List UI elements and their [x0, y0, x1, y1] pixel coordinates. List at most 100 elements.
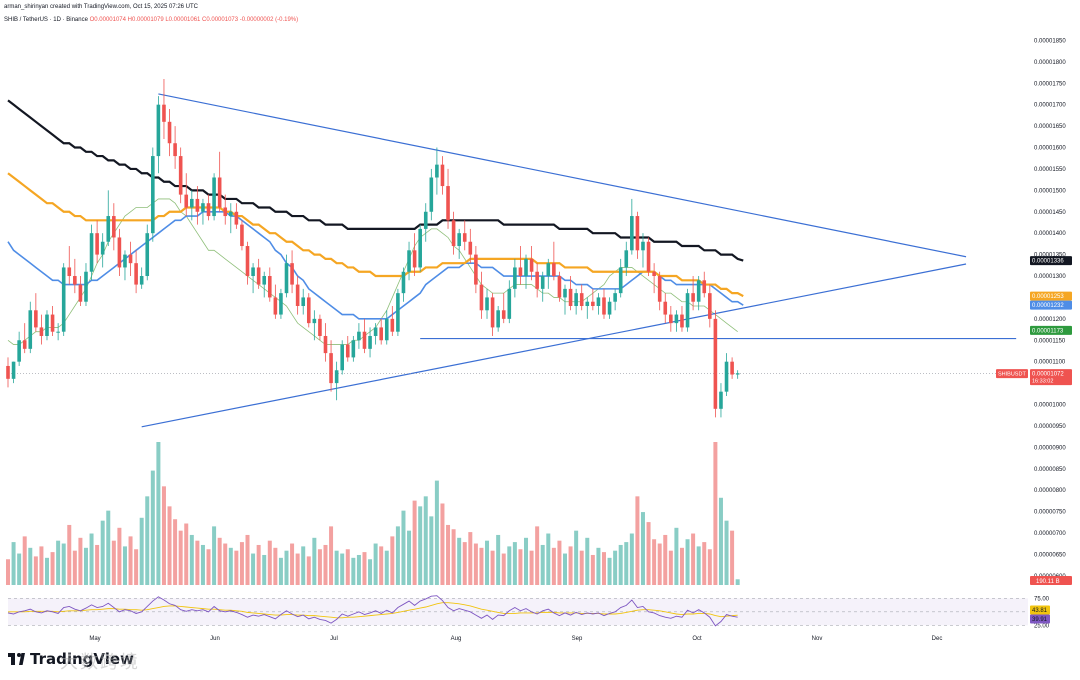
volume-bar [529, 550, 534, 585]
volume-bar [535, 526, 540, 585]
volume-bar [713, 442, 718, 585]
volume-bar [11, 542, 16, 585]
volume-bar [95, 544, 100, 585]
price-label-text: 0.00001253 [1032, 294, 1064, 300]
candle-body [407, 250, 411, 272]
volume-bar [217, 537, 222, 585]
candle-body [708, 293, 712, 319]
volume-bar [72, 550, 77, 585]
candle-body [28, 310, 33, 349]
candle-body [50, 314, 55, 332]
volume-bar [139, 517, 144, 585]
y-tick-label: 0.00001700 [1034, 103, 1066, 109]
candle-body [67, 267, 72, 277]
x-tick-label: Sep [572, 636, 583, 642]
candle-body [474, 254, 478, 285]
brand-name: TradingView [30, 650, 134, 668]
volume-bar [134, 549, 139, 585]
volume-bar [206, 549, 211, 585]
y-tick-label: 0.00001450 [1034, 210, 1066, 216]
rsi-line [7, 595, 738, 627]
volume-bar [267, 540, 272, 585]
volume-bar [290, 543, 295, 585]
candle-body [446, 186, 450, 221]
y-tick-label: 0.00000750 [1034, 510, 1066, 516]
price-label-text: 0.00001173 [1032, 328, 1064, 334]
candle-body [295, 284, 300, 306]
candle-body [345, 344, 350, 358]
volume-bar [128, 536, 133, 585]
volume-bar [418, 506, 423, 585]
candle-body [435, 164, 439, 178]
candle-body [540, 276, 545, 289]
volume-bar [390, 536, 395, 585]
volume-bar [395, 526, 400, 585]
y-tick-label: 0.00000800 [1034, 488, 1066, 494]
volume-bar [724, 520, 729, 585]
rsi-tick-label: 75.00 [1034, 596, 1050, 602]
x-tick-label: Aug [451, 636, 462, 642]
volume-bar [663, 534, 668, 585]
candle-body [440, 164, 445, 187]
candle-body [312, 318, 317, 324]
candle-body [529, 258, 534, 272]
candle-body [256, 267, 261, 285]
volume-bar [607, 557, 612, 585]
volume-bar [334, 550, 339, 585]
countdown-timer: 16:33:02 [1032, 379, 1053, 385]
price-label-box [1030, 325, 1072, 335]
candle-body [167, 121, 172, 144]
volume-bar [295, 553, 300, 585]
symbol-tag-box [996, 369, 1028, 379]
candle-body [513, 267, 517, 289]
y-tick-label: 0.00001550 [1034, 167, 1066, 173]
candle-body [630, 216, 634, 251]
volume-bar [189, 534, 194, 585]
candle-body [451, 220, 456, 247]
volume-bar [557, 540, 562, 585]
symbol-line: SHIB / TetherUS · 1D · Binance [4, 17, 88, 23]
volume-bar [234, 550, 239, 585]
volume-bar [345, 549, 350, 585]
candle-body [563, 288, 567, 298]
candle-body [685, 293, 690, 328]
y-tick-label: 0.00000700 [1034, 531, 1066, 537]
time-axis: May Jun Jul Aug Sep Oct Nov Dec [89, 636, 942, 642]
candle-body [546, 263, 551, 277]
candle-body [496, 310, 500, 328]
volume-bar [735, 579, 740, 585]
candle-body [234, 211, 239, 225]
volume-bar [362, 552, 367, 585]
ma200-line [7, 99, 744, 262]
volume-bar [563, 553, 567, 585]
candle-body [591, 301, 595, 306]
candle-body [78, 284, 83, 302]
volume-bar [674, 527, 679, 585]
candle-body [117, 237, 122, 268]
volume-bar [100, 520, 105, 585]
candle-body [390, 318, 395, 332]
volume-bar [28, 547, 33, 585]
volume-bar [340, 553, 345, 585]
volume-bar [574, 530, 579, 585]
candle-body [479, 284, 484, 311]
candle-body [84, 271, 88, 302]
candle-body [713, 318, 718, 409]
candle-body [195, 198, 200, 212]
ohlc-values: O0.00001074 H0.00001079 L0.00001061 C0.0… [89, 17, 299, 23]
candle-body [95, 233, 99, 255]
volume-bar [702, 542, 707, 585]
candle-body [223, 207, 228, 217]
y-tick-label: 0.00001200 [1034, 317, 1066, 323]
candle-body [279, 293, 283, 315]
volume-bar [479, 547, 484, 585]
volume-bar [696, 546, 701, 585]
volume-bar [223, 543, 228, 585]
volume-bar [668, 550, 673, 585]
volume-bar [228, 547, 233, 585]
candle-body [574, 293, 578, 306]
candle-body [568, 288, 573, 306]
tradingview-logo-icon [8, 653, 26, 665]
volume-bar [22, 536, 27, 585]
